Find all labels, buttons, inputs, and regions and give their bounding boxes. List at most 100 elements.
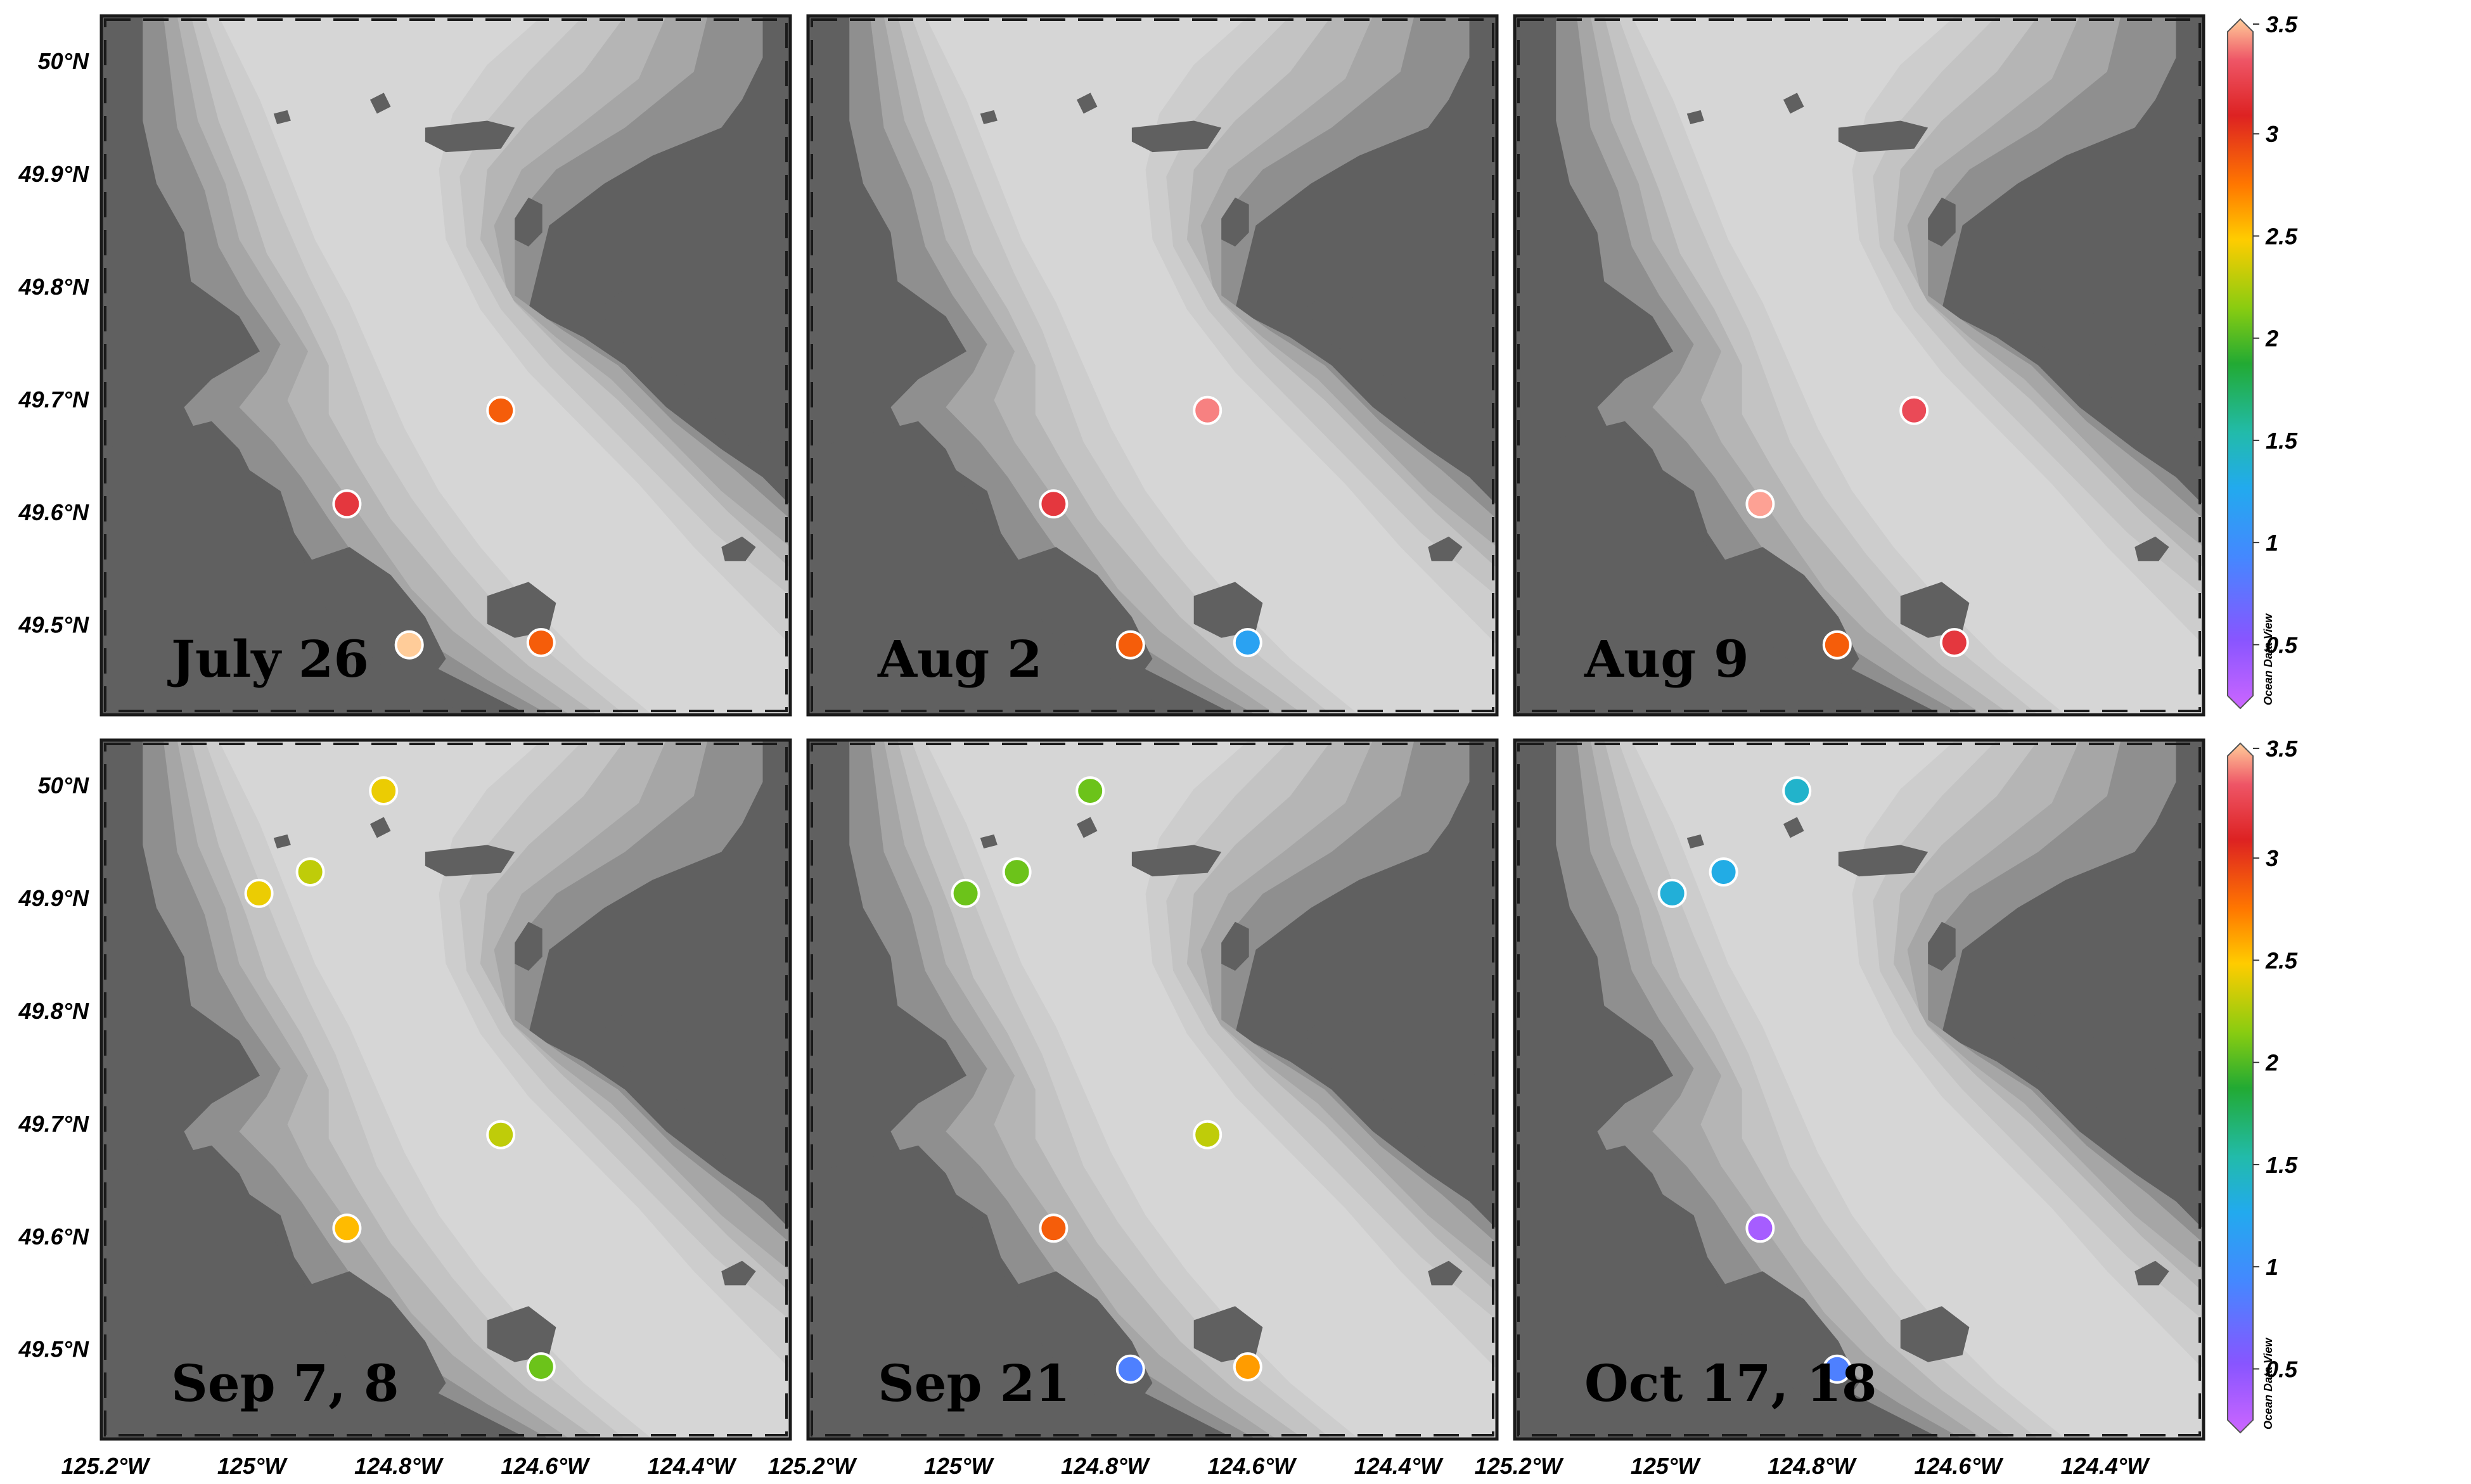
panel-frame (99, 738, 792, 1441)
panel-date-label: Aug 2 (877, 629, 1043, 689)
station-marker (1233, 628, 1262, 658)
longitude-axis: 125.2°W 125°W 124.8°W 124.6°W 124.4°W 125.2°W… (61, 1453, 2151, 1479)
panel-date-label: Sep 7, 8 (171, 1353, 399, 1413)
colorbar-tick-label: 3.5 (2266, 11, 2298, 37)
map-panel: Oct 17, 18 (1513, 738, 2205, 1441)
station-marker (526, 628, 556, 658)
latitude-tick-label: 49.9°N (18, 161, 89, 187)
station-marker (1939, 628, 1969, 658)
map-panel: July 26 (99, 14, 792, 717)
station-marker (1745, 489, 1775, 519)
panel-date-label: Oct 17, 18 (1584, 1353, 1877, 1413)
station-marker (1657, 878, 1687, 908)
station-marker (1899, 395, 1929, 425)
latitude-tick-label: 49.6°N (18, 1224, 89, 1250)
latitude-tick-label: 49.5°N (18, 1336, 89, 1362)
panel-frame (99, 14, 792, 717)
panel-date-label: Aug 9 (1584, 629, 1749, 689)
station-marker (394, 630, 424, 660)
colorbar-gradient (2227, 18, 2254, 710)
longitude-tick-label: 124.4°W (2061, 1453, 2150, 1479)
panel-frame-ticks (104, 18, 788, 712)
station-marker (1709, 857, 1738, 887)
colorbar-tick-label: 0.5 (2266, 632, 2298, 658)
latitude-tick-label: 49.9°N (18, 885, 89, 911)
colorbar-tick-label: 0.5 (2266, 1356, 2298, 1382)
latitude-axis: 50°N 49.9°N 49.8°N 49.7°N 49.6°N 49.5°N 50°N 49… (18, 48, 89, 1362)
bathymetry-map (808, 740, 1497, 1439)
station-marker (295, 857, 325, 887)
panel-frame-ticks (811, 18, 1494, 712)
longitude-tick-label: 125°W (217, 1453, 288, 1479)
station-marker (1233, 1352, 1262, 1382)
station-marker (1193, 1120, 1223, 1149)
panel-frame (1513, 14, 2205, 717)
panel-frame (1513, 738, 2205, 1441)
map-panel: Aug 2 (806, 14, 1499, 717)
latitude-tick-label: 50°N (38, 48, 89, 74)
colorbar-tick-label: 2.5 (2265, 947, 2298, 973)
colorbar-tick-label: 2.5 (2265, 223, 2298, 249)
station-marker (1075, 776, 1105, 806)
bathymetry-map (1515, 740, 2204, 1439)
station-marker (486, 395, 516, 425)
latitude-tick-label: 49.6°N (18, 499, 89, 525)
station-marker (332, 1213, 362, 1243)
bathymetry-map (101, 16, 790, 715)
latitude-tick-label: 49.8°N (18, 998, 89, 1024)
station-marker (244, 878, 274, 908)
panel-frame-ticks (1517, 18, 2201, 712)
station-marker (1745, 1213, 1775, 1243)
bathymetry-map (808, 16, 1497, 715)
station-marker (1782, 776, 1812, 806)
station-marker (369, 776, 399, 806)
colorbar-tick-label: 3 (2266, 845, 2278, 871)
map-panel: Aug 9 (1513, 14, 2205, 717)
colorbar-tick-label: 1.5 (2266, 428, 2298, 454)
colorbar-tick-label: 1.5 (2266, 1152, 2298, 1178)
station-marker (951, 878, 980, 908)
station-marker (1822, 1354, 1852, 1384)
odv-watermark: Ocean Data View (2262, 1338, 2275, 1430)
longitude-tick-label: 124.8°W (1061, 1453, 1150, 1479)
station-marker (1193, 395, 1223, 425)
longitude-tick-label: 124.4°W (648, 1453, 737, 1479)
longitude-tick-label: 125°W (924, 1453, 994, 1479)
bathymetry-map (1515, 16, 2204, 715)
colorbar: 0.5 1 1.5 2 2.5 3 3.5 Ocean Data View (2227, 11, 2298, 710)
longitude-tick-label: 124.4°W (1354, 1453, 1444, 1479)
station-marker (486, 1120, 516, 1149)
longitude-tick-label: 125.2°W (768, 1453, 857, 1479)
panel-frame-ticks (1517, 743, 2201, 1436)
latitude-tick-label: 49.7°N (18, 1111, 89, 1137)
longitude-tick-label: 124.8°W (354, 1453, 444, 1479)
map-panels: July 26 Aug 2 Aug 9 Sep 7, 8 Sep 21 Oct 17, 1… (99, 14, 2205, 1441)
station-marker (1039, 1213, 1069, 1243)
latitude-tick-label: 49.7°N (18, 387, 89, 413)
map-panel: Sep 21 (806, 738, 1499, 1441)
colorbar-tick-label: 1 (2266, 530, 2278, 556)
station-marker (332, 489, 362, 519)
longitude-tick-label: 125.2°W (1475, 1453, 1564, 1479)
longitude-tick-label: 124.6°W (501, 1453, 590, 1479)
panel-frame-ticks (104, 743, 788, 1436)
longitude-tick-label: 125°W (1631, 1453, 1701, 1479)
colorbar: 0.5 1 1.5 2 2.5 3 3.5 Ocean Data View (2227, 736, 2298, 1434)
colorbar-tick-label: 3 (2266, 121, 2278, 147)
panel-frame-ticks (811, 743, 1494, 1436)
panel-date-label: Sep 21 (878, 1353, 1070, 1413)
station-marker (1115, 1354, 1145, 1384)
colorbar-gradient (2227, 742, 2254, 1434)
map-panel: Sep 7, 8 (99, 738, 792, 1441)
latitude-tick-label: 50°N (38, 772, 89, 798)
colorbar-tick-label: 2 (2265, 1050, 2278, 1076)
station-marker (1039, 489, 1069, 519)
station-marker (1115, 630, 1145, 660)
colorbar-tick-label: 2 (2265, 326, 2278, 352)
station-marker (1822, 630, 1852, 660)
panel-frame (806, 738, 1499, 1441)
panel-frame (806, 14, 1499, 717)
latitude-tick-label: 49.5°N (18, 612, 89, 638)
